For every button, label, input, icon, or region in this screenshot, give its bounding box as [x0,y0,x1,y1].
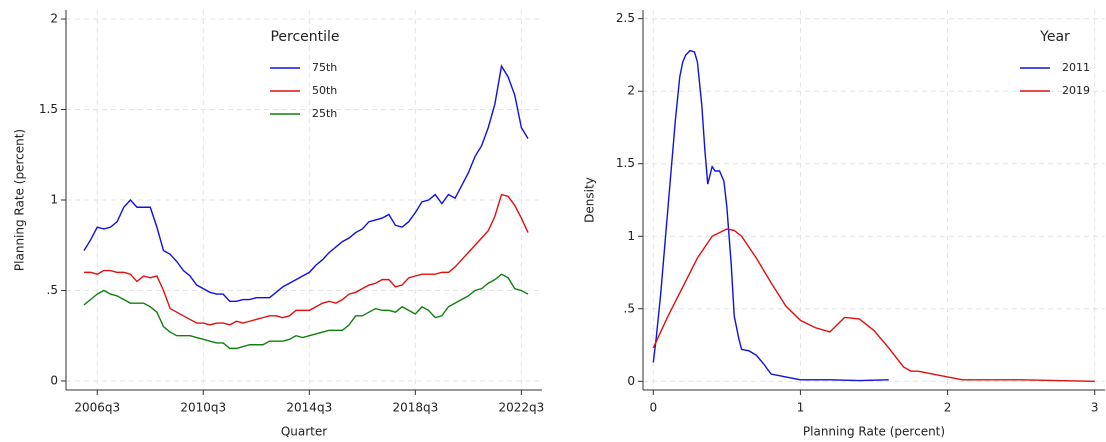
x-tick-label: 2014q3 [286,401,332,415]
legend-title: Percentile [270,29,339,45]
y-tick-label: 1 [627,229,635,243]
x-tick-label: 2 [944,401,952,415]
y-tick-label: 1.5 [616,156,635,170]
x-tick-label: 0 [649,401,657,415]
y-tick-label: .5 [47,283,58,297]
x-tick-label: 3 [1091,401,1099,415]
y-axis-title: Density [583,177,597,223]
legend-label: 75th [312,61,337,74]
legend-label: 50th [312,84,337,97]
y-tick-label: 1 [50,193,58,207]
line-series [84,193,529,326]
x-tick-label: 2006q3 [74,401,120,415]
x-tick-label: 2022q3 [498,401,544,415]
legend-title: Year [1039,29,1070,45]
x-axis-title: Planning Rate (percent) [803,425,945,439]
legend-label: 25th [312,107,337,120]
x-tick-label: 2018q3 [392,401,438,415]
y-axis-title: Planning Rate (percent) [13,129,27,271]
legend-label: 2011 [1062,61,1090,74]
line-series [83,273,529,350]
y-tick-label: 2.5 [616,11,635,25]
y-tick-label: .5 [624,301,635,315]
line-series [83,64,529,303]
line-series [652,228,1095,382]
y-tick-label: 2 [627,84,635,98]
x-tick-label: 1 [797,401,805,415]
y-tick-label: 2 [50,12,58,26]
y-tick-label: 1.5 [39,102,58,116]
y-tick-label: 0 [627,374,635,388]
y-tick-label: 0 [50,373,58,387]
x-tick-label: 2010q3 [180,401,226,415]
x-axis-title: Quarter [281,425,327,439]
legend-label: 2019 [1062,84,1090,97]
line-series [652,49,889,382]
